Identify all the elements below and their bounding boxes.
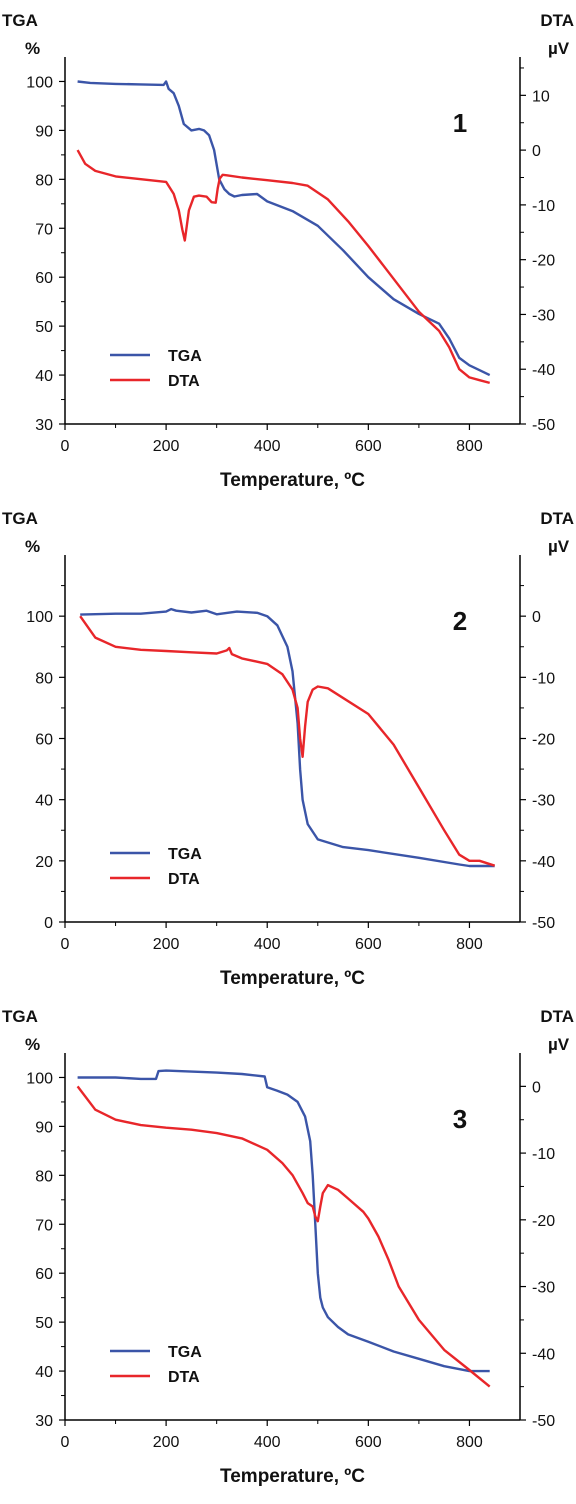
legend-label-dta: DTA <box>168 871 200 888</box>
right-tick-label: -50 <box>532 1413 555 1430</box>
x-tick-label: 400 <box>254 1434 281 1451</box>
left-tick-label: 80 <box>35 670 53 687</box>
legend-label-dta: DTA <box>168 1369 200 1386</box>
left-tick-label: 100 <box>26 1070 53 1087</box>
x-tick-label: 400 <box>254 438 281 455</box>
legend-label-tga: TGA <box>168 348 202 365</box>
left-axis-title: TGA <box>2 12 38 30</box>
panel-number: 1 <box>453 108 467 138</box>
left-axis-title: TGA <box>2 1008 38 1026</box>
left-tick-label: 60 <box>35 732 53 749</box>
left-axis-unit: % <box>25 1035 40 1054</box>
left-tick-label: 0 <box>44 915 53 932</box>
left-tick-label: 50 <box>35 1315 53 1332</box>
right-tick-label: 0 <box>532 609 541 626</box>
right-tick-label: 0 <box>532 1079 541 1096</box>
right-axis-unit: µV <box>548 537 570 556</box>
series-line-dta <box>76 149 491 385</box>
right-tick-label: 10 <box>532 88 550 105</box>
right-axis-title: DTA <box>540 12 574 30</box>
right-tick-label: -30 <box>532 1280 555 1297</box>
right-axis-unit: µV <box>548 1035 570 1054</box>
right-tick-label: -20 <box>532 253 555 270</box>
left-axis-unit: % <box>25 39 40 58</box>
right-tick-label: -20 <box>532 1213 555 1230</box>
left-tick-label: 90 <box>35 123 53 140</box>
legend-label-tga: TGA <box>168 1344 202 1361</box>
left-tick-label: 30 <box>35 417 53 434</box>
panel-number: 3 <box>453 1104 467 1134</box>
right-tick-label: -40 <box>532 362 555 379</box>
right-tick-label: -30 <box>532 793 555 810</box>
right-tick-label: -40 <box>532 1346 555 1363</box>
series-line-tga <box>77 80 491 377</box>
right-axis-unit: µV <box>548 39 570 58</box>
left-tick-label: 90 <box>35 1119 53 1136</box>
x-tick-label: 600 <box>355 438 382 455</box>
series-line-dta <box>76 1085 491 1388</box>
right-tick-label: -10 <box>532 670 555 687</box>
x-tick-label: 200 <box>153 438 180 455</box>
left-tick-label: 40 <box>35 368 53 385</box>
x-tick-label: 0 <box>61 936 70 953</box>
right-tick-label: -30 <box>532 307 555 324</box>
left-tick-label: 50 <box>35 319 53 336</box>
left-tick-label: 40 <box>35 1364 53 1381</box>
x-tick-label: 400 <box>254 936 281 953</box>
x-tick-label: 200 <box>153 1434 180 1451</box>
right-axis-title: DTA <box>540 1008 574 1026</box>
left-tick-label: 100 <box>26 609 53 626</box>
legend-label-tga: TGA <box>168 846 202 863</box>
panel-number: 2 <box>453 606 467 636</box>
left-tick-label: 60 <box>35 270 53 287</box>
left-tick-label: 20 <box>35 854 53 871</box>
legend-label-dta: DTA <box>168 373 200 390</box>
right-tick-label: -50 <box>532 417 555 434</box>
left-tick-label: 40 <box>35 793 53 810</box>
left-axis-title: TGA <box>2 510 38 528</box>
x-tick-label: 600 <box>355 1434 382 1451</box>
left-tick-label: 30 <box>35 1413 53 1430</box>
x-axis-label: Temperature, ºC <box>220 968 365 989</box>
left-tick-label: 80 <box>35 172 53 189</box>
right-tick-label: -20 <box>532 732 555 749</box>
x-tick-label: 600 <box>355 936 382 953</box>
right-axis-title: DTA <box>540 510 574 528</box>
right-tick-label: -10 <box>532 1146 555 1163</box>
x-axis-label: Temperature, ºC <box>220 470 365 491</box>
left-tick-label: 80 <box>35 1168 53 1185</box>
x-tick-label: 800 <box>456 1434 483 1451</box>
right-tick-label: -40 <box>532 854 555 871</box>
right-tick-label: -10 <box>532 198 555 215</box>
x-tick-label: 200 <box>153 936 180 953</box>
series-line-tga <box>80 607 495 868</box>
x-tick-label: 800 <box>456 438 483 455</box>
x-tick-label: 0 <box>61 1434 70 1451</box>
left-tick-label: 70 <box>35 1217 53 1234</box>
x-tick-label: 0 <box>61 438 70 455</box>
right-tick-label: -50 <box>532 915 555 932</box>
left-tick-label: 100 <box>26 74 53 91</box>
x-tick-label: 800 <box>456 936 483 953</box>
left-tick-label: 60 <box>35 1266 53 1283</box>
x-axis-label: Temperature, ºC <box>220 1466 365 1487</box>
series-line-tga <box>77 1069 490 1373</box>
left-axis-unit: % <box>25 537 40 556</box>
series-line-dta <box>79 615 496 867</box>
left-tick-label: 70 <box>35 221 53 238</box>
right-tick-label: 0 <box>532 143 541 160</box>
